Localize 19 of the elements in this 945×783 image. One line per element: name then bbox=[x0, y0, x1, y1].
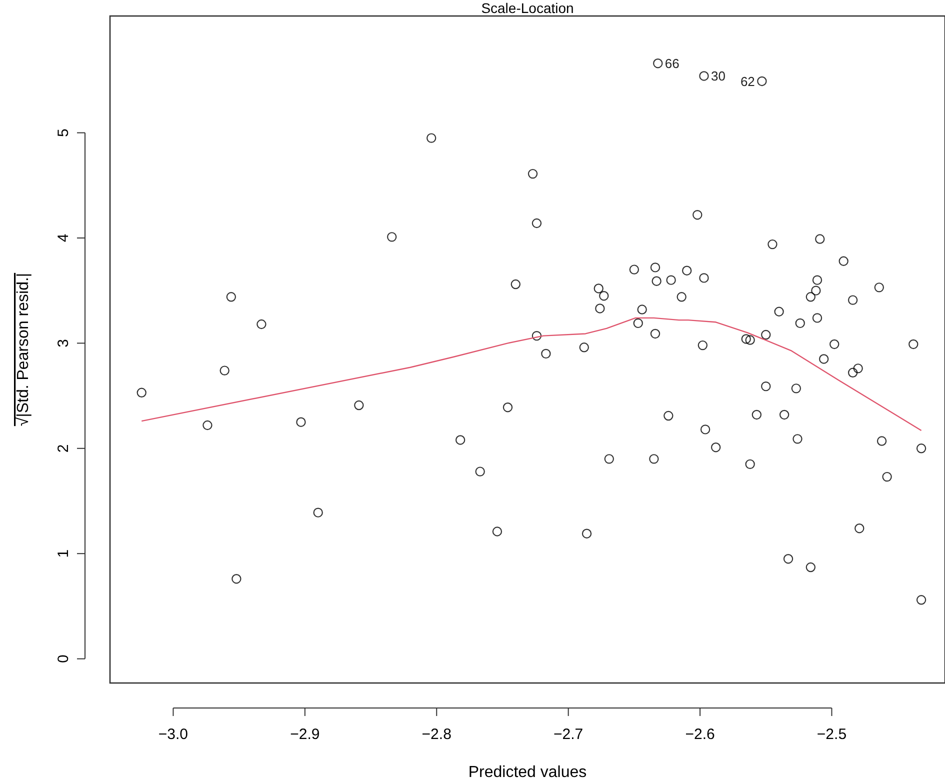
annotation: 62 bbox=[740, 74, 755, 89]
annotation: 30 bbox=[710, 68, 726, 84]
x-tick-label: −2.9 bbox=[290, 726, 320, 743]
chart-title: Scale-Location bbox=[481, 0, 574, 16]
y-tick-label: 0 bbox=[55, 654, 72, 663]
y-tick-label: 4 bbox=[55, 234, 72, 242]
y-axis-title: √|Std. Pearson resid.| bbox=[15, 272, 32, 426]
y-tick-label: 1 bbox=[55, 549, 72, 558]
y-tick-label: 5 bbox=[55, 128, 72, 137]
x-tick-label: −2.5 bbox=[816, 726, 847, 743]
x-axis-title: Predicted values bbox=[468, 764, 587, 781]
line-series bbox=[141, 317, 922, 432]
y-tick-label: 2 bbox=[55, 444, 72, 453]
x-tick-label: −2.6 bbox=[685, 726, 715, 743]
annotation: 66 bbox=[664, 56, 680, 71]
x-tick-label: −3.0 bbox=[158, 726, 188, 743]
x-tick-label: −2.8 bbox=[422, 726, 452, 743]
y-tick-label: 3 bbox=[55, 339, 72, 348]
x-tick-label: −2.7 bbox=[554, 726, 584, 743]
